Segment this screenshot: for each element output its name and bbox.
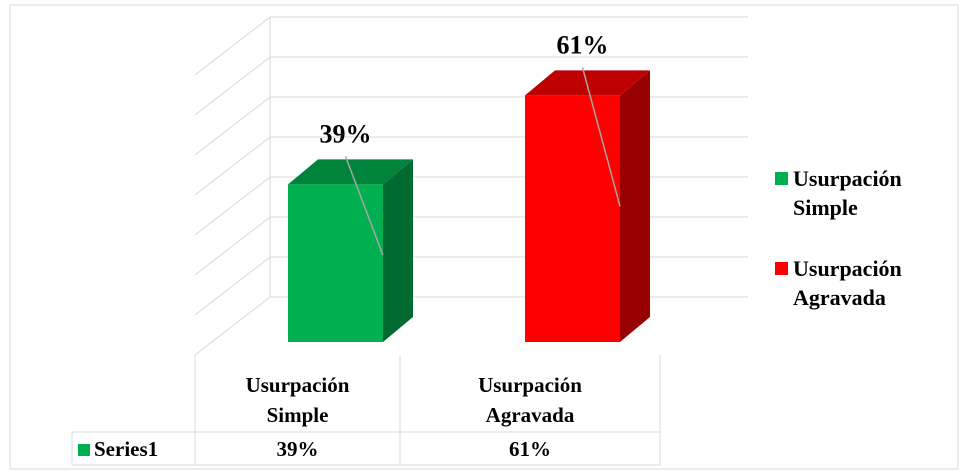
grid-line-wall	[194, 56, 271, 116]
bar	[288, 184, 383, 342]
bar-side	[383, 159, 413, 342]
grid-line-wall	[194, 16, 271, 76]
legend-key	[775, 172, 788, 185]
data-table-borders	[71, 355, 661, 466]
table-series-name: Series1	[78, 434, 195, 464]
grid-line-wall	[194, 176, 271, 236]
series-name: Series1	[94, 437, 159, 461]
grid-line-wall	[194, 256, 271, 316]
grid-line-wall	[194, 136, 271, 196]
data-label: 61%	[557, 30, 609, 59]
grid-line-wall	[194, 216, 271, 276]
leader-line	[581, 67, 621, 207]
bar-top	[288, 159, 413, 185]
table-header: Usurpación Simple	[245, 373, 350, 427]
data-label: 39%	[320, 119, 372, 148]
legend-entry: Usurpación Simple	[775, 164, 953, 222]
legend-label: Usurpación Simple	[793, 166, 902, 220]
chart-frame	[9, 4, 959, 470]
table-header: Usurpación Agravada	[478, 373, 582, 427]
bar-side	[620, 70, 650, 342]
grid-line-wall	[194, 296, 271, 356]
table-value: 61%	[509, 437, 551, 461]
legend-label: Usurpación Agravada	[793, 256, 902, 310]
table-value: 39%	[276, 437, 319, 461]
table-legend-key	[78, 444, 90, 456]
bar	[525, 95, 620, 342]
bar-top	[525, 70, 650, 96]
plot: 39% 61%	[194, 16, 748, 356]
legend-entry: Usurpación Agravada	[775, 254, 953, 312]
legend-key	[775, 262, 788, 275]
leader-line	[344, 156, 384, 256]
grid-line-wall	[194, 96, 271, 156]
